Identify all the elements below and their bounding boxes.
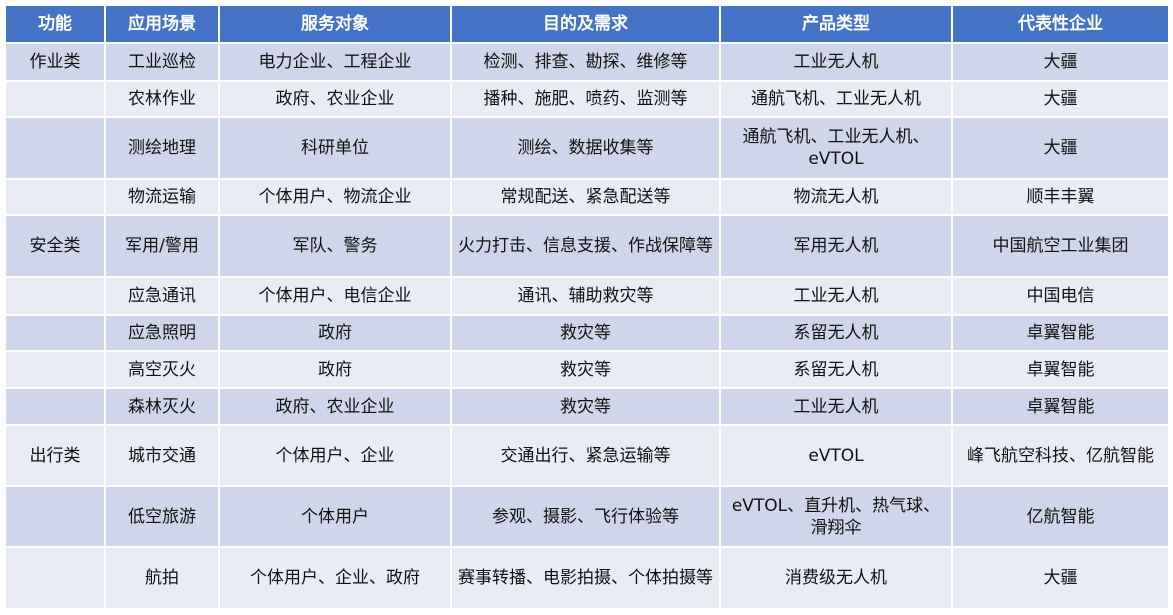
cell-product-type: 军用无人机 <box>721 216 951 276</box>
table-row: 应急通讯 个体用户、电信企业 通讯、辅助救灾等 工业无人机 中国电信 <box>6 278 1168 314</box>
header-row: 功能 应用场景 服务对象 目的及需求 产品类型 代表性企业 <box>6 6 1168 42</box>
cell-scenario: 测绘地理 <box>106 118 218 178</box>
cell-product-type: eVTOL <box>721 426 951 485</box>
cell-product-type: eVTOL、直升机、热气球、滑翔伞 <box>721 487 951 546</box>
cell-service-target: 科研单位 <box>220 118 450 178</box>
cell-scenario: 应急通讯 <box>106 278 218 314</box>
cell-product-type: 系留无人机 <box>721 316 951 350</box>
cell-purpose: 救灾等 <box>452 389 719 424</box>
table-row: 森林灭火 政府、农业企业 救灾等 工业无人机 卓翼智能 <box>6 389 1168 424</box>
cell-function <box>6 278 104 314</box>
cell-function <box>6 389 104 424</box>
cell-purpose: 常规配送、紧急配送等 <box>452 180 719 214</box>
table-row: 航拍 个体用户、企业、政府 赛事转播、电影拍摄、个体拍摄等 消费级无人机 大疆 <box>6 548 1168 608</box>
cell-company: 亿航智能 <box>953 487 1168 546</box>
cell-scenario: 军用/警用 <box>106 216 218 276</box>
cell-function <box>6 118 104 178</box>
cell-scenario: 航拍 <box>106 548 218 608</box>
cell-product-type: 工业无人机 <box>721 278 951 314</box>
cell-scenario: 农林作业 <box>106 82 218 116</box>
cell-service-target: 个体用户、物流企业 <box>220 180 450 214</box>
cell-service-target: 个体用户 <box>220 487 450 546</box>
cell-service-target: 个体用户、企业、政府 <box>220 548 450 608</box>
header-product-type: 产品类型 <box>721 6 951 42</box>
cell-function <box>6 316 104 350</box>
cell-company: 大疆 <box>953 82 1168 116</box>
cell-company: 卓翼智能 <box>953 389 1168 424</box>
cell-function <box>6 548 104 608</box>
cell-scenario: 应急照明 <box>106 316 218 350</box>
table-row: 低空旅游 个体用户 参观、摄影、飞行体验等 eVTOL、直升机、热气球、滑翔伞 亿航智能 <box>6 487 1168 546</box>
cell-service-target: 个体用户、电信企业 <box>220 278 450 314</box>
cell-function <box>6 487 104 546</box>
cell-service-target: 政府、农业企业 <box>220 389 450 424</box>
table-row: 农林作业 政府、农业企业 播种、施肥、喷药、监测等 通航飞机、工业无人机 大疆 <box>6 82 1168 116</box>
table-row: 安全类 军用/警用 军队、警务 火力打击、信息支援、作战保障等 军用无人机 中国航空工业集… <box>6 216 1168 276</box>
cell-service-target: 个体用户、企业 <box>220 426 450 485</box>
header-purpose: 目的及需求 <box>452 6 719 42</box>
cell-purpose: 播种、施肥、喷药、监测等 <box>452 82 719 116</box>
table-row: 测绘地理 科研单位 测绘、数据收集等 通航飞机、工业无人机、eVTOL 大疆 <box>6 118 1168 178</box>
cell-company: 顺丰丰翼 <box>953 180 1168 214</box>
cell-company: 中国电信 <box>953 278 1168 314</box>
cell-service-target: 军队、警务 <box>220 216 450 276</box>
cell-scenario: 低空旅游 <box>106 487 218 546</box>
cell-company: 卓翼智能 <box>953 316 1168 350</box>
cell-company: 大疆 <box>953 118 1168 178</box>
cell-service-target: 政府 <box>220 352 450 387</box>
cell-scenario: 工业巡检 <box>106 44 218 80</box>
cell-purpose: 火力打击、信息支援、作战保障等 <box>452 216 719 276</box>
cell-purpose: 赛事转播、电影拍摄、个体拍摄等 <box>452 548 719 608</box>
cell-company: 大疆 <box>953 548 1168 608</box>
cell-purpose: 交通出行、紧急运输等 <box>452 426 719 485</box>
drone-application-table: 功能 应用场景 服务对象 目的及需求 产品类型 代表性企业 作业类 工业巡检 电力企业、工程企… <box>4 4 1170 610</box>
cell-scenario: 物流运输 <box>106 180 218 214</box>
cell-service-target: 政府 <box>220 316 450 350</box>
table-row: 作业类 工业巡检 电力企业、工程企业 检测、排查、勘探、维修等 工业无人机 大疆 <box>6 44 1168 80</box>
cell-purpose: 测绘、数据收集等 <box>452 118 719 178</box>
cell-purpose: 通讯、辅助救灾等 <box>452 278 719 314</box>
cell-scenario: 高空灭火 <box>106 352 218 387</box>
cell-scenario: 森林灭火 <box>106 389 218 424</box>
cell-function <box>6 82 104 116</box>
cell-purpose: 检测、排查、勘探、维修等 <box>452 44 719 80</box>
cell-product-type: 系留无人机 <box>721 352 951 387</box>
cell-purpose: 参观、摄影、飞行体验等 <box>452 487 719 546</box>
cell-scenario: 城市交通 <box>106 426 218 485</box>
cell-service-target: 政府、农业企业 <box>220 82 450 116</box>
header-company: 代表性企业 <box>953 6 1168 42</box>
cell-function: 作业类 <box>6 44 104 80</box>
cell-function: 安全类 <box>6 216 104 276</box>
cell-function <box>6 352 104 387</box>
cell-function: 出行类 <box>6 426 104 485</box>
cell-purpose: 救灾等 <box>452 352 719 387</box>
cell-purpose: 救灾等 <box>452 316 719 350</box>
cell-company: 峰飞航空科技、亿航智能 <box>953 426 1168 485</box>
cell-product-type: 工业无人机 <box>721 44 951 80</box>
table-row: 高空灭火 政府 救灾等 系留无人机 卓翼智能 <box>6 352 1168 387</box>
header-scenario: 应用场景 <box>106 6 218 42</box>
header-service-target: 服务对象 <box>220 6 450 42</box>
table-row: 应急照明 政府 救灾等 系留无人机 卓翼智能 <box>6 316 1168 350</box>
cell-company: 卓翼智能 <box>953 352 1168 387</box>
table-row: 出行类 城市交通 个体用户、企业 交通出行、紧急运输等 eVTOL 峰飞航空科技、亿航智能 <box>6 426 1168 485</box>
cell-service-target: 电力企业、工程企业 <box>220 44 450 80</box>
cell-company: 大疆 <box>953 44 1168 80</box>
cell-product-type: 通航飞机、工业无人机 <box>721 82 951 116</box>
header-function: 功能 <box>6 6 104 42</box>
cell-product-type: 物流无人机 <box>721 180 951 214</box>
cell-company: 中国航空工业集团 <box>953 216 1168 276</box>
cell-function <box>6 180 104 214</box>
cell-product-type: 消费级无人机 <box>721 548 951 608</box>
cell-product-type: 通航飞机、工业无人机、eVTOL <box>721 118 951 178</box>
cell-product-type: 工业无人机 <box>721 389 951 424</box>
table-row: 物流运输 个体用户、物流企业 常规配送、紧急配送等 物流无人机 顺丰丰翼 <box>6 180 1168 214</box>
